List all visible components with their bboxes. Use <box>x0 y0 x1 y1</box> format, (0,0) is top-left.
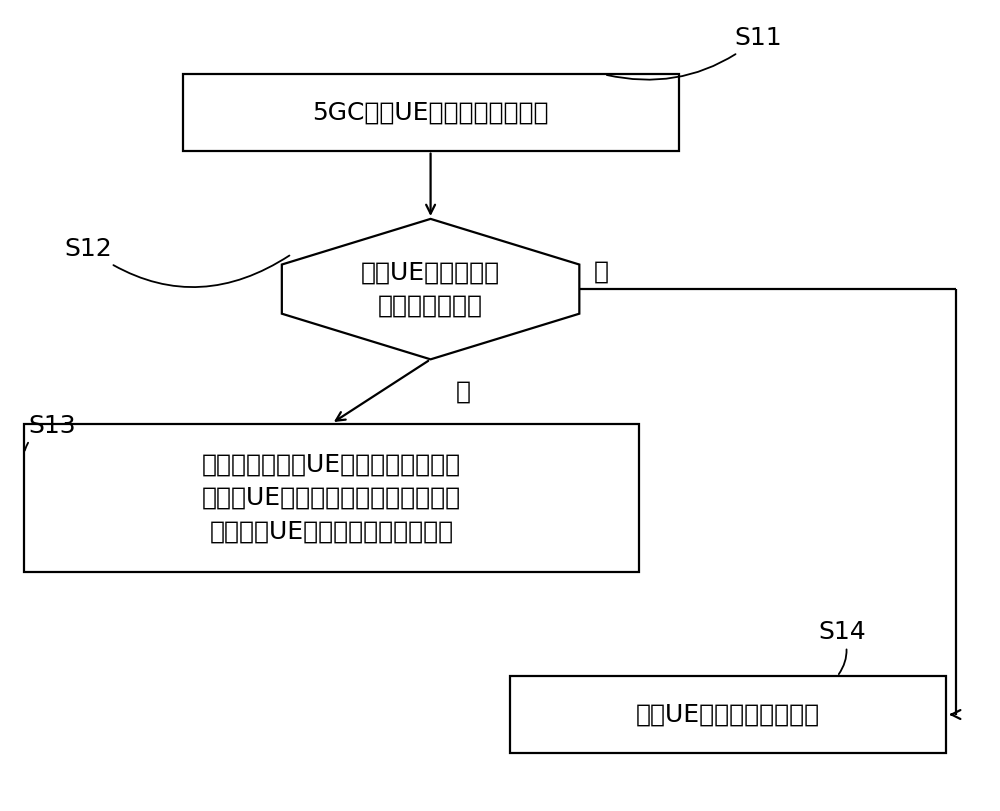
Text: 不对UE进行策略规则更改: 不对UE进行策略规则更改 <box>636 702 820 727</box>
FancyBboxPatch shape <box>510 676 946 753</box>
Text: 否: 否 <box>594 260 609 284</box>
Text: 向应用网元发起UE的策略规则更改，
以调高UE上下行数据传输的优先级，
从而提高UE的带宽和数据传输速率: 向应用网元发起UE的策略规则更改， 以调高UE上下行数据传输的优先级， 从而提高… <box>202 453 461 543</box>
Text: S13: S13 <box>25 414 76 451</box>
Text: S12: S12 <box>65 237 289 287</box>
Text: S14: S14 <box>818 620 866 674</box>
Polygon shape <box>282 219 579 359</box>
FancyBboxPatch shape <box>24 423 639 572</box>
Text: 5GC获得UE的访问地址和域名: 5GC获得UE的访问地址和域名 <box>312 101 549 125</box>
FancyBboxPatch shape <box>183 75 678 151</box>
Text: S11: S11 <box>607 26 782 79</box>
Text: 是: 是 <box>455 380 470 403</box>
Text: 判断UE的访问地址
和域名是否匹配: 判断UE的访问地址 和域名是否匹配 <box>361 260 500 318</box>
